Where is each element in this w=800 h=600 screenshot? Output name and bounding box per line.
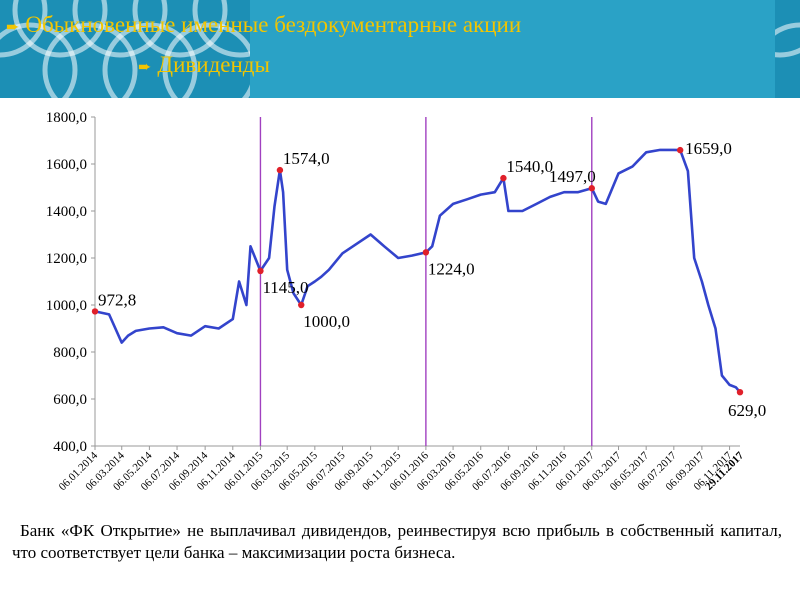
data-point-label: 1574,0 <box>283 149 330 168</box>
data-point-label: 1497,0 <box>549 167 596 186</box>
title-text-2: Дивиденды <box>157 52 270 77</box>
caption-text: Банк «ФК Открытие» не выплачивал дивиден… <box>12 521 782 562</box>
data-point-marker <box>736 388 744 396</box>
data-point-label: 972,8 <box>98 290 136 309</box>
data-point-marker <box>91 308 99 315</box>
data-point-marker <box>422 249 430 256</box>
data-point-marker <box>298 301 305 309</box>
y-tick-label: 1000,0 <box>46 298 87 314</box>
y-tick-label: 800,0 <box>53 345 87 361</box>
price-series-line <box>94 148 741 394</box>
stock-price-chart: 400,0 600,0 800,0 1000,0 1200,0 1400,0 1600,0 1… <box>25 100 778 508</box>
data-point-label: 1659,0 <box>685 139 732 158</box>
data-point-marker <box>276 166 284 174</box>
title-line-2: ➨ Дивиденды <box>138 52 270 78</box>
header-strip <box>250 0 775 98</box>
data-point-label: 629,0 <box>728 401 766 420</box>
y-tick-label: 600,0 <box>53 392 87 408</box>
arrow-bullet-icon: ➨ <box>6 17 20 36</box>
data-point-marker <box>257 267 264 275</box>
data-point-label: 1145,0 <box>262 278 308 297</box>
y-tick-label: 1400,0 <box>46 204 87 220</box>
title-line-1: ➨ Обыкновенные именные бездокументарные а… <box>6 12 521 38</box>
data-point-marker <box>588 185 595 192</box>
arrow-bullet-icon: ➨ <box>138 57 152 76</box>
y-tick-label: 1800,0 <box>46 110 87 126</box>
data-point-label: 1224,0 <box>428 259 475 278</box>
data-point-label: 1540,0 <box>506 157 553 176</box>
data-point-marker <box>676 146 684 154</box>
chart-svg: 400,0 600,0 800,0 1000,0 1200,0 1400,0 1600,0 1… <box>46 110 767 493</box>
y-tick-label: 1200,0 <box>46 251 87 267</box>
data-point-label: 1000,0 <box>303 312 350 331</box>
y-tick-label: 400,0 <box>53 439 87 455</box>
title-text-1: Обыкновенные именные бездокументарные ак… <box>25 12 522 37</box>
data-point-marker <box>500 174 507 182</box>
y-tick-label: 1600,0 <box>46 157 87 173</box>
slide-header: ➨ Обыкновенные именные бездокументарные а… <box>0 0 800 98</box>
